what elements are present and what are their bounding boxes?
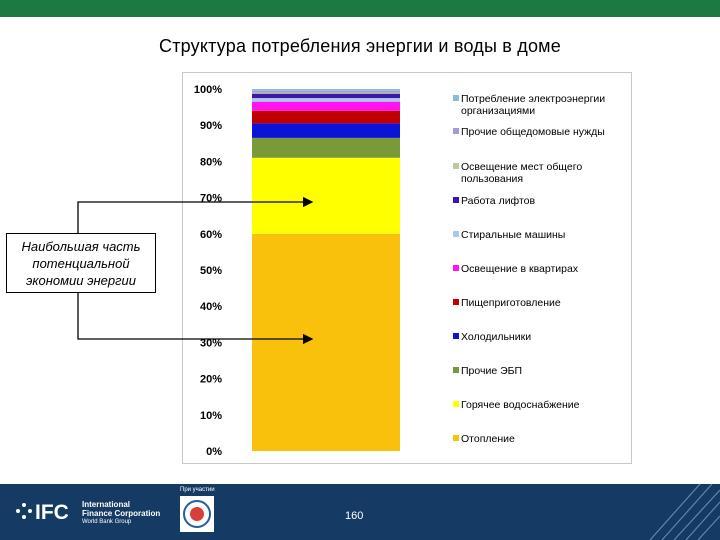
legend-swatch — [453, 367, 459, 373]
legend-swatch — [453, 95, 459, 101]
legend-label: Прочие ЭБП — [461, 365, 523, 377]
bar-segment-0 — [252, 233, 400, 451]
legend-swatch — [453, 128, 459, 134]
legend-label: Отопление — [461, 433, 515, 445]
legend-label: Горячее водоснабжение — [461, 399, 580, 411]
bar-segment-4 — [252, 110, 400, 124]
corner-decoration — [649, 484, 720, 540]
y-tick-label: 100% — [194, 84, 222, 96]
legend-swatch — [453, 265, 459, 271]
slide-title: Структура потребления энергии и воды в д… — [159, 36, 561, 56]
legend-swatch — [453, 231, 459, 237]
legend-item: Освещение в квартирах — [453, 263, 623, 275]
legend-item: Холодильники — [453, 331, 623, 343]
legend-item: Горячее водоснабжение — [453, 399, 623, 411]
legend-item: Потребление электроэнергии организациями — [453, 93, 623, 117]
y-tick-label: 10% — [200, 410, 222, 422]
bar-segment-10 — [252, 89, 400, 91]
page-number: 160 — [345, 510, 364, 522]
y-tick-label: 90% — [200, 120, 222, 132]
y-tick-label: 20% — [200, 374, 222, 386]
legend-swatch — [453, 163, 459, 169]
y-tick-label: 0% — [206, 446, 222, 458]
bar-segment-1 — [252, 157, 400, 234]
bar-segment-2 — [252, 137, 400, 158]
legend-label: Работа лифтов — [461, 195, 536, 207]
legend-label: Освещение в квартирах — [461, 263, 579, 275]
legend-label: Стиральные машины — [461, 229, 566, 241]
legend-item: Работа лифтов — [453, 195, 623, 207]
chart-frame: 0% 10% 20% 30% 40% 50% 60% 70% 80% 90% 100% Потреб… — [182, 72, 632, 464]
legend-swatch — [453, 333, 459, 339]
y-tick-label: 30% — [200, 337, 222, 349]
ifc-logo: IFC — [16, 501, 69, 524]
stacked-bar-chart: 0% 10% 20% 30% 40% 50% 60% 70% 80% 90% 100% — [194, 84, 400, 458]
partner-label: При участии — [180, 487, 215, 493]
top-band — [0, 0, 720, 17]
y-tick-label: 70% — [200, 193, 222, 205]
legend-label: Потребление электроэнергии организациями — [461, 93, 606, 117]
bar-segment-8 — [252, 92, 400, 94]
ifc-logo-text: IFC — [35, 501, 69, 524]
savings-note-box: Наибольшая часть потенциальной экономии … — [6, 233, 156, 293]
legend-item: Пищеприготовление — [453, 297, 623, 309]
y-tick-label: 50% — [200, 265, 222, 277]
org-line-3: World Bank Group — [82, 519, 132, 525]
org-line-2: Finance Corporation — [82, 509, 161, 518]
bar-segment-6 — [252, 98, 400, 102]
legend-item: Освещение мест общего пользования — [453, 161, 623, 185]
legend-item: Прочие общедомовые нужды — [453, 126, 623, 138]
legend-label: Холодильники — [461, 331, 532, 343]
ifc-org-name: International Finance Corporation World … — [82, 500, 160, 527]
savings-note-text: Наибольшая часть потенциальной экономии … — [21, 238, 141, 288]
y-tick-label: 80% — [200, 156, 222, 168]
y-tick-label: 60% — [200, 229, 222, 241]
bar-segment-3 — [252, 123, 400, 138]
legend-swatch — [453, 197, 459, 203]
legend-item: Стиральные машины — [453, 229, 623, 241]
bar-segment-9 — [252, 90, 400, 93]
legend-item: Отопление — [453, 433, 623, 445]
org-line-1: International — [82, 500, 131, 509]
legend-swatch — [453, 435, 459, 441]
bar-segment-5 — [252, 101, 400, 111]
legend-label: Пищеприготовление — [461, 297, 561, 309]
legend-item: Прочие ЭБП — [453, 365, 623, 377]
legend-label: Прочие общедомовые нужды — [461, 126, 605, 138]
footer-bar — [0, 484, 720, 540]
partner-logo — [180, 496, 214, 532]
y-tick-label: 40% — [200, 301, 222, 313]
legend-swatch — [453, 299, 459, 305]
legend-swatch — [453, 401, 459, 407]
legend-label: Освещение мест общего пользования — [461, 161, 583, 185]
bar-segment-7 — [252, 93, 400, 99]
